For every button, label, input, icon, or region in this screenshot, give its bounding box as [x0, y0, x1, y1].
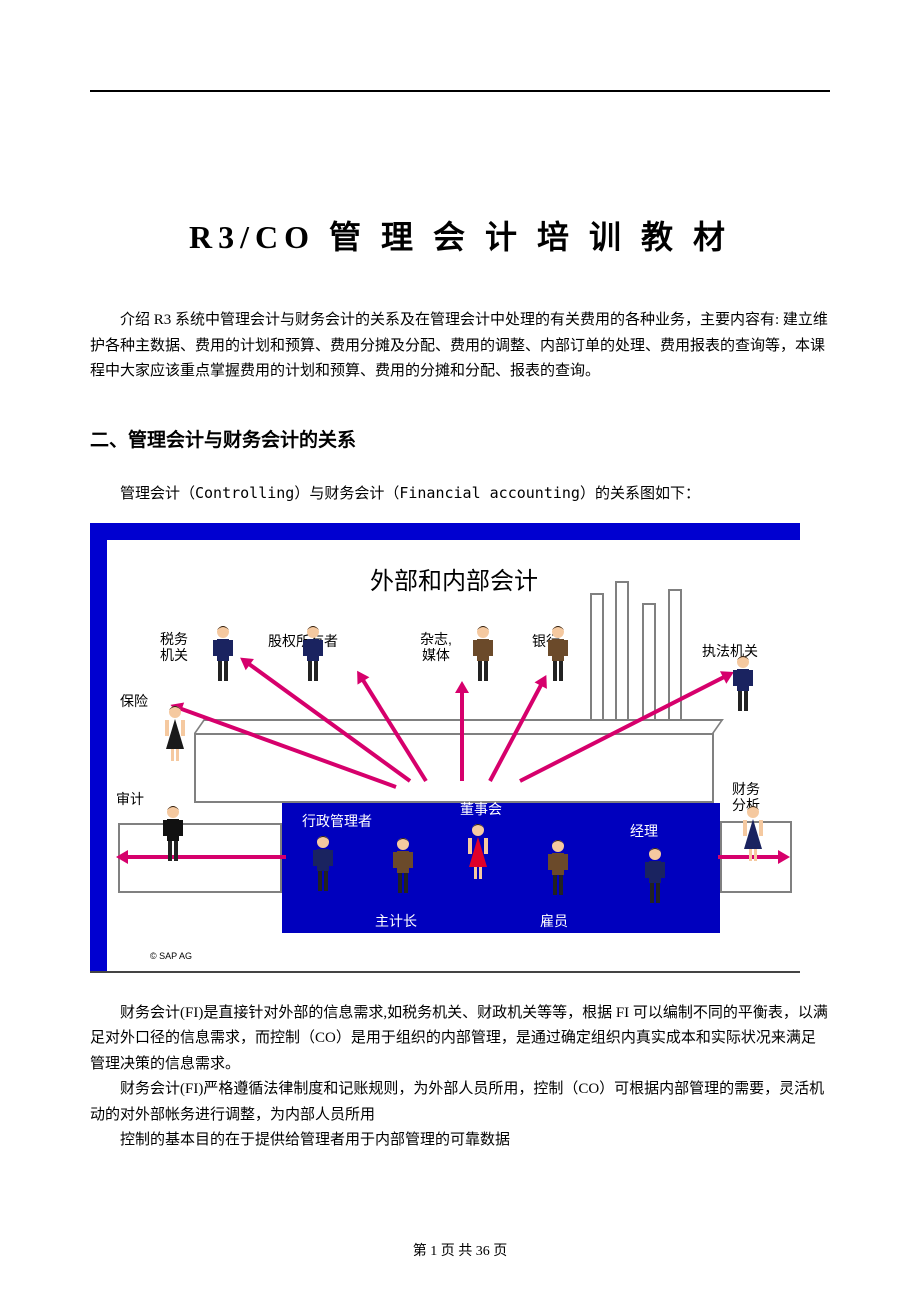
label-insurance: 保险	[120, 693, 148, 709]
person-law	[730, 653, 756, 713]
intro-paragraph: 介绍 R3 系统中管理会计与财务会计的关系及在管理会计中处理的有关费用的各种业务…	[90, 308, 830, 385]
person-fin_analysis	[740, 803, 766, 863]
person-bank	[545, 623, 571, 683]
section-heading: 二、管理会计与财务会计的关系	[90, 425, 830, 452]
diagram-frame-bottom	[90, 971, 800, 973]
diagram-frame-top	[90, 523, 800, 540]
person-controller	[390, 835, 416, 895]
arrow-2	[460, 681, 464, 781]
label-audit: 审计	[116, 791, 144, 807]
person-manager	[642, 845, 668, 905]
label-controller: 主计长	[375, 913, 417, 929]
person-employee	[545, 837, 571, 897]
body-paragraph-2: 财务会计(FI)严格遵循法律制度和记账规则，为外部人员所用，控制（CO）可根据内…	[90, 1077, 830, 1128]
person-media	[470, 623, 496, 683]
label-admin: 行政管理者	[302, 813, 372, 829]
arrow-6	[116, 855, 286, 859]
diagram-title: 外部和内部会计	[370, 561, 538, 596]
diagram-frame-left	[90, 523, 107, 973]
smokestack-3	[668, 589, 682, 733]
person-tax	[210, 623, 236, 683]
building-roof	[194, 719, 724, 733]
label-tax: 税务 机关	[160, 631, 188, 663]
body-paragraph-3: 控制的基本目的在于提供给管理者用于内部管理的可靠数据	[90, 1128, 830, 1154]
label-manager: 经理	[630, 823, 658, 839]
diagram-copyright: © SAP AG	[150, 951, 192, 961]
page-footer: 第 1 页 共 36 页	[0, 1240, 920, 1260]
accounting-diagram: 外部和内部会计税务 机关 股权所有者 杂志, 媒体 银行	[90, 523, 800, 973]
smokestack-0	[590, 593, 604, 733]
person-admin	[310, 833, 336, 893]
label-media: 杂志, 媒体	[420, 631, 452, 663]
label-employee: 雇员	[540, 913, 568, 929]
page-title: R3/CO 管 理 会 计 培 训 教 材	[90, 212, 830, 258]
person-shareholders	[300, 623, 326, 683]
body-paragraph-1: 财务会计(FI)是直接针对外部的信息需求,如税务机关、财政机关等等，根据 FI …	[90, 1001, 830, 1078]
person-audit	[160, 803, 186, 863]
smokestack-1	[615, 581, 629, 733]
top-rule	[90, 90, 830, 92]
relation-line: 管理会计（Controlling）与财务会计（Financial account…	[90, 482, 830, 503]
person-board	[465, 821, 491, 881]
person-insurance	[162, 703, 188, 763]
label-board: 董事会	[460, 801, 502, 817]
